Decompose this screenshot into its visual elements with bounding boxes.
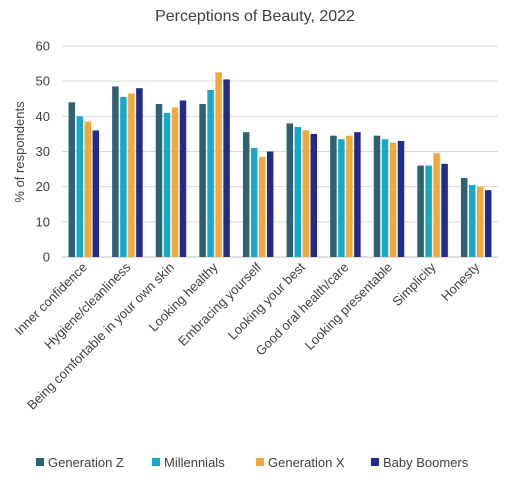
x-tick-label: Embracing yourself bbox=[175, 259, 265, 349]
bar-generation-z-1 bbox=[112, 86, 119, 257]
x-tick-label: Honesty bbox=[438, 259, 483, 304]
y-tick-label: 50 bbox=[36, 74, 50, 89]
bar-millennials-9 bbox=[468, 184, 476, 257]
bar-generation-z-8 bbox=[417, 165, 424, 257]
y-tick-label: 40 bbox=[36, 109, 50, 124]
legend-item-millennials: Millennials bbox=[152, 455, 225, 470]
bar-baby-boomers-5 bbox=[310, 133, 318, 257]
bar-generation-x-4 bbox=[258, 156, 266, 257]
bar-millennials-4 bbox=[250, 147, 258, 257]
bar-baby-boomers-3 bbox=[223, 79, 230, 257]
legend-swatch bbox=[36, 458, 44, 466]
bar-millennials-8 bbox=[425, 165, 432, 257]
legend-item-generation-x: Generation X bbox=[256, 455, 345, 470]
bar-millennials-1 bbox=[120, 96, 127, 258]
bar-baby-boomers-2 bbox=[179, 100, 187, 257]
bar-millennials-2 bbox=[163, 112, 171, 257]
bar-millennials-5 bbox=[294, 126, 302, 257]
legend-swatch bbox=[256, 458, 264, 466]
y-tick-label: 10 bbox=[36, 214, 50, 229]
bar-generation-z-2 bbox=[155, 104, 163, 257]
bar-millennials-7 bbox=[381, 139, 389, 257]
bar-generation-z-9 bbox=[460, 177, 468, 258]
legend: Generation Z Millennials Generation X Baby … bbox=[36, 455, 469, 470]
bar-generation-x-7 bbox=[389, 142, 397, 257]
bar-generation-z-5 bbox=[286, 123, 294, 258]
bar-baby-boomers-8 bbox=[441, 163, 448, 257]
legend-label: Millennials bbox=[164, 455, 225, 470]
x-axis-ticks: Inner confidenceHygiene/cleanlinessBeing… bbox=[11, 259, 482, 413]
bar-generation-x-2 bbox=[171, 107, 179, 257]
x-tick-label: Inner confidence bbox=[11, 260, 90, 339]
bar-baby-boomers-0 bbox=[92, 130, 100, 257]
bar-generation-x-9 bbox=[476, 186, 484, 257]
y-tick-label: 60 bbox=[36, 39, 50, 54]
bar-generation-x-1 bbox=[128, 93, 135, 257]
bar-baby-boomers-7 bbox=[397, 140, 405, 257]
x-tick-label: Looking your best bbox=[225, 259, 308, 342]
gridlines bbox=[62, 45, 498, 258]
bar-millennials-0 bbox=[76, 116, 84, 257]
bar-generation-z-3 bbox=[199, 104, 206, 257]
legend-item-baby-boomers: Baby Boomers bbox=[371, 455, 469, 470]
y-tick-label: 20 bbox=[36, 179, 50, 194]
bar-millennials-3 bbox=[207, 89, 214, 258]
bar-generation-x-3 bbox=[215, 72, 222, 258]
y-tick-label: 30 bbox=[36, 144, 50, 159]
legend-label: Baby Boomers bbox=[383, 455, 469, 470]
chart-title: Perceptions of Beauty, 2022 bbox=[155, 8, 355, 25]
y-tick-label: 0 bbox=[43, 250, 50, 265]
legend-item-generation-z: Generation Z bbox=[36, 455, 124, 470]
y-axis-ticks: 0 10 20 30 40 50 60 bbox=[36, 39, 50, 265]
bars bbox=[68, 72, 492, 258]
x-tick-label: Simplicity bbox=[389, 259, 439, 309]
bar-generation-z-6 bbox=[330, 135, 337, 257]
bar-baby-boomers-4 bbox=[266, 151, 274, 257]
legend-label: Generation X bbox=[268, 455, 345, 470]
bar-generation-z-4 bbox=[242, 132, 250, 257]
legend-swatch bbox=[371, 458, 379, 466]
bar-baby-boomers-6 bbox=[354, 132, 361, 257]
legend-label: Generation Z bbox=[48, 455, 124, 470]
bar-generation-x-8 bbox=[433, 153, 440, 257]
bar-generation-x-6 bbox=[346, 135, 353, 257]
bar-baby-boomers-1 bbox=[136, 88, 143, 257]
bar-generation-z-7 bbox=[373, 135, 381, 257]
bar-millennials-6 bbox=[338, 139, 345, 257]
x-tick-label: Looking presentable bbox=[302, 260, 395, 353]
bar-generation-z-0 bbox=[68, 102, 76, 258]
bar-generation-x-0 bbox=[84, 121, 92, 257]
y-axis-title: % of respondents bbox=[12, 101, 27, 203]
bar-baby-boomers-9 bbox=[484, 190, 492, 257]
bar-generation-x-5 bbox=[302, 130, 310, 257]
legend-swatch bbox=[152, 458, 160, 466]
